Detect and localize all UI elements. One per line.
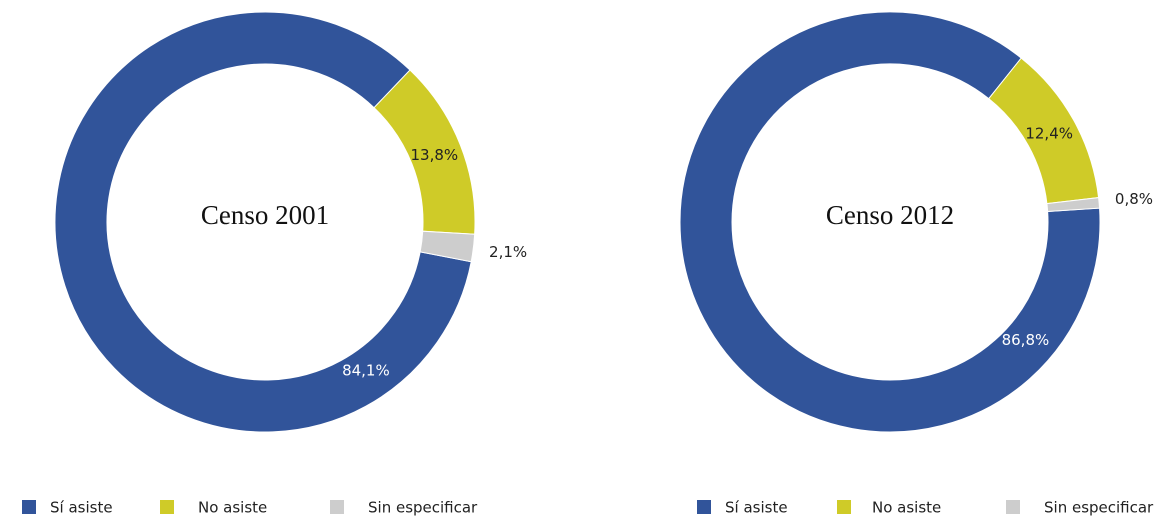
legend-label: Sin especificar [368,499,478,517]
donut-segment [1046,197,1101,213]
value-label: 0,8% [1115,190,1153,208]
value-label: 12,4% [1025,124,1073,142]
donut-segment [419,230,476,263]
legend-label: Sin especificar [1044,499,1154,517]
legend-swatch [22,500,36,514]
chart-title: Censo 2001 [201,200,329,230]
legend-label: No asiste [198,499,267,517]
legend-label: No asiste [872,499,941,517]
donut-segment [54,11,472,433]
legend-swatch [1006,500,1020,514]
legend-swatch [837,500,851,514]
legend-label: Sí asiste [50,499,113,517]
donut-segment [679,11,1101,433]
legend-swatch [697,500,711,514]
legend-swatch [160,500,174,514]
value-label: 86,8% [1002,331,1050,349]
legend-swatch [330,500,344,514]
value-label: 2,1% [489,243,527,261]
legend-label: Sí asiste [725,499,788,517]
value-label: 13,8% [411,146,459,164]
value-label: 84,1% [342,362,390,380]
chart-title: Censo 2012 [826,200,954,230]
